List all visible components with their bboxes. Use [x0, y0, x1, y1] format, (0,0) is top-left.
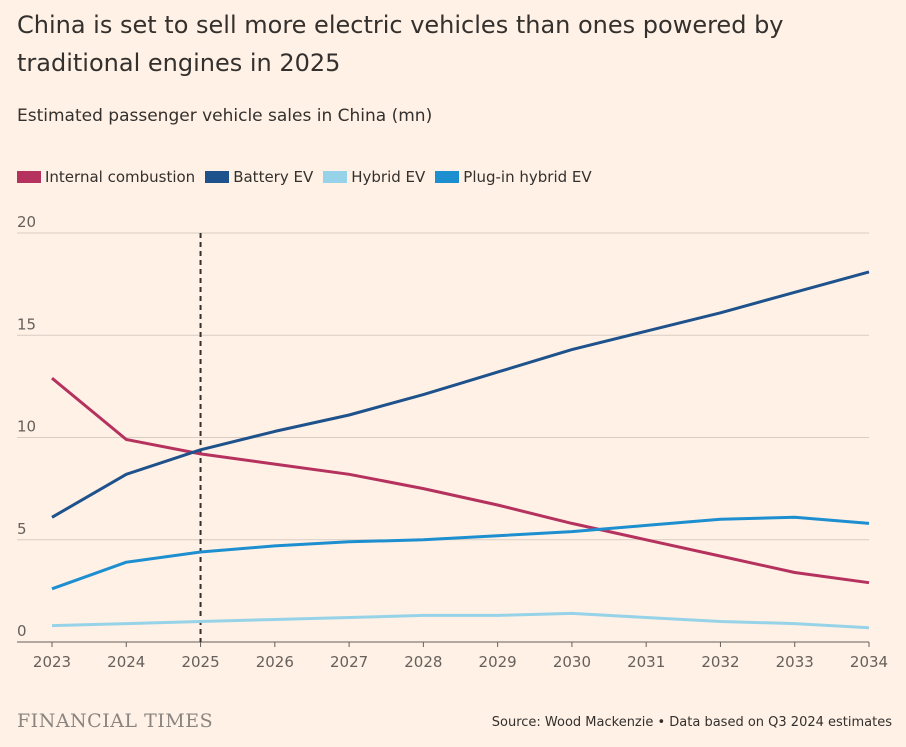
- legend-swatch: [17, 171, 41, 183]
- legend-label: Internal combustion: [45, 168, 196, 186]
- x-tick-label: 2032: [701, 653, 739, 671]
- legend-label: Plug-in hybrid EV: [463, 168, 592, 186]
- x-tick-label: 2033: [776, 653, 814, 671]
- legend-swatch: [435, 171, 460, 183]
- series-line-battery-ev: [51, 270, 870, 519]
- y-tick-label: 20: [17, 213, 36, 231]
- x-tick-label: 2027: [330, 653, 368, 671]
- series-line-plug-in-hybrid-ev: [51, 515, 870, 591]
- x-tick-label: 2024: [107, 653, 145, 671]
- chart-subtitle: Estimated passenger vehicle sales in Chi…: [17, 106, 433, 126]
- chart-title: China is set to sell more electric vehic…: [17, 11, 784, 77]
- y-tick-label: 0: [17, 622, 27, 640]
- x-tick-label: 2025: [181, 653, 219, 671]
- legend-label: Battery EV: [233, 168, 314, 186]
- x-tick-label: 2029: [479, 653, 517, 671]
- legend-swatch: [205, 171, 230, 183]
- source-note: Source: Wood Mackenzie • Data based on Q…: [491, 715, 892, 730]
- legend-item: Hybrid EV: [323, 168, 425, 186]
- y-tick-label: 5: [17, 520, 27, 538]
- legend-label: Hybrid EV: [351, 168, 426, 186]
- x-tick-label: 2026: [256, 653, 294, 671]
- series-line-hybrid-ev: [51, 611, 870, 630]
- ft-logo: FINANCIAL TIMES: [17, 710, 214, 732]
- legend-item: Battery EV: [205, 168, 313, 186]
- legend-item: Plug-in hybrid EV: [435, 168, 592, 186]
- y-tick-label: 15: [17, 315, 36, 333]
- x-tick-label: 2023: [33, 653, 71, 671]
- line-chart: 0 5 10 15 20 2023 2024 2025 2026 2027 2028 2029 2030…: [17, 213, 888, 671]
- legend-swatch: [323, 171, 348, 183]
- series-line-internal-combustion: [51, 377, 870, 585]
- legend-item: Internal combustion: [17, 168, 195, 186]
- x-tick-label: 2034: [850, 653, 888, 671]
- x-tick-label: 2030: [553, 653, 591, 671]
- x-tick-label: 2031: [627, 653, 665, 671]
- x-tick-label: 2028: [404, 653, 442, 671]
- legend: Internal combustion Battery EV Hybrid EV Pl…: [17, 168, 592, 186]
- y-tick-label: 10: [17, 418, 36, 436]
